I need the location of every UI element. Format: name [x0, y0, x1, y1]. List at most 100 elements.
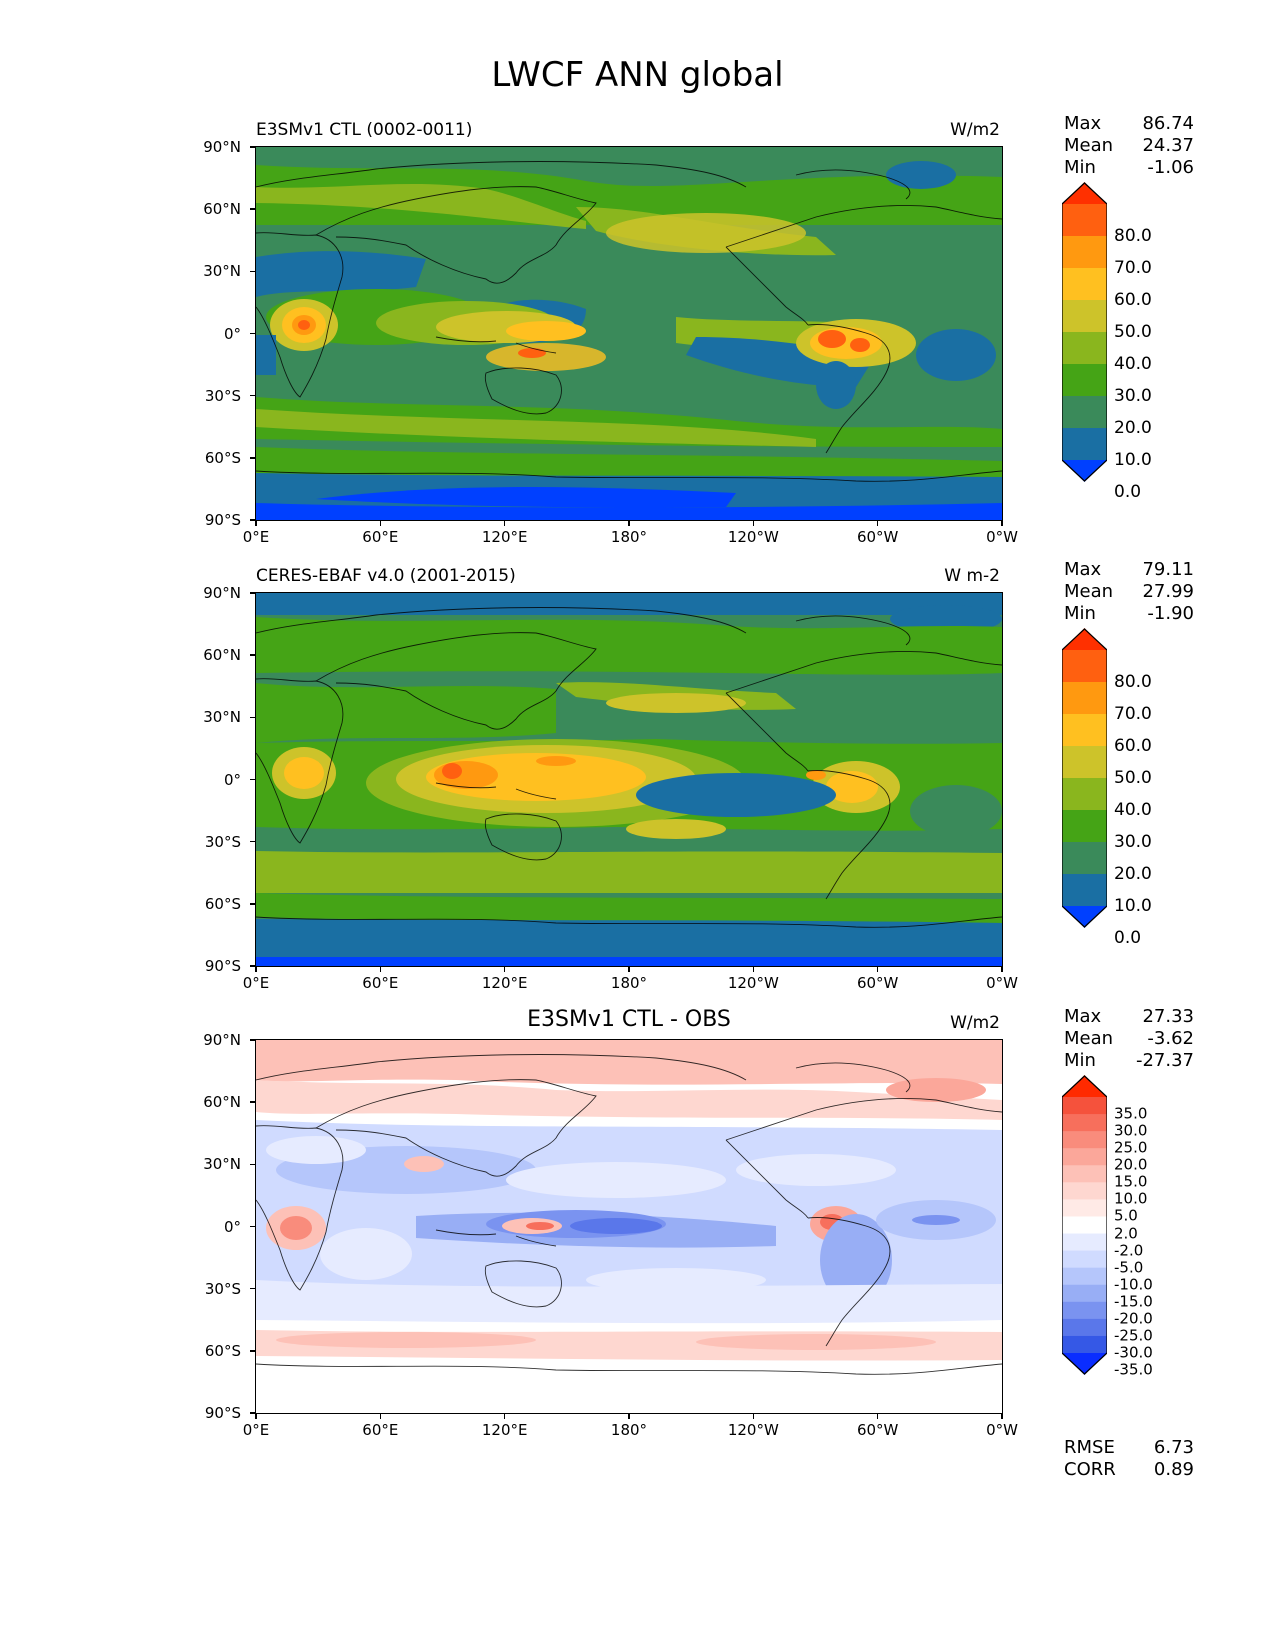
colorbar-label: -15.0 [1114, 1292, 1153, 1311]
map-model [256, 147, 1002, 520]
stat-label: Min [1064, 603, 1096, 624]
colorbar-swatch [1062, 874, 1107, 907]
stat-label: Mean [1064, 135, 1114, 156]
lat-tick-label: 60°N [203, 200, 241, 219]
lon-tick-mark [628, 520, 630, 526]
lat-tick-mark [250, 716, 256, 719]
lon-tick-mark [876, 1413, 879, 1419]
stat-min: Min -27.37 [1064, 1050, 1194, 1072]
stats-box: Max 27.33 Mean -3.62 Min -27.37 [1064, 1006, 1194, 1072]
colorbar-label: 2.0 [1114, 1224, 1138, 1243]
lat-tick-mark [250, 1350, 256, 1352]
stat-value: 79.11 [1142, 559, 1194, 580]
lat-tick-mark [250, 1039, 256, 1041]
lat-tick-label: 0° [223, 1217, 241, 1236]
lat-tick-label: 60°N [203, 646, 241, 665]
panel-units: W/m2 [950, 120, 1000, 140]
colorbar-swatch [1062, 428, 1107, 461]
stat-corr: CORR 0.89 [1064, 1459, 1194, 1481]
colorbar-label: 15.0 [1114, 1172, 1148, 1191]
lat-tick-label: 30°S [204, 832, 241, 851]
lat-tick-label: 60°S [204, 894, 241, 913]
lat-tick-mark [250, 394, 256, 397]
stat-mean: Mean 24.37 [1064, 135, 1194, 157]
lat-tick-label: 90°N [203, 584, 241, 602]
lat-tick-label: 60°S [204, 1341, 241, 1360]
lat-tick-label: 30°N [203, 708, 241, 727]
colorbar-labels: 35.0 30.0 25.0 20.0 15.0 10.0 5.0 2.0 -2.0 -5.0 -1… [1114, 1075, 1194, 1377]
lon-tick-mark [255, 966, 257, 972]
lon-tick-label: 60°W [856, 1421, 899, 1439]
lon-tick-mark [752, 1413, 755, 1419]
stat-value: 27.33 [1142, 1006, 1194, 1027]
colorbar-label: -25.0 [1114, 1326, 1153, 1345]
colorbar-labels: 80.0 70.0 60.0 50.0 40.0 30.0 20.0 10.0 0.0 [1114, 628, 1194, 948]
map-difference-field [256, 1040, 1002, 1413]
lon-tick-mark [379, 966, 382, 972]
colorbar-outline [1062, 182, 1107, 482]
colorbar-swatch [1062, 332, 1107, 365]
map-observation-field [256, 593, 1002, 966]
lat-tick-label: 90°S [204, 1404, 241, 1422]
stat-value: -1.06 [1147, 157, 1194, 178]
colorbar-swatch [1062, 810, 1107, 843]
colorbar-label: 30.0 [1114, 1121, 1148, 1140]
lat-tick-mark [250, 332, 256, 335]
colorbar-swatch [1062, 682, 1107, 715]
lon-tick-label: 0°W [986, 528, 1018, 546]
stat-value: -1.90 [1147, 603, 1194, 624]
stat-label: RMSE [1064, 1437, 1115, 1458]
colorbar-label: 10.0 [1114, 1189, 1148, 1208]
stat-mean: Mean -3.62 [1064, 1028, 1194, 1050]
panel-units: W/m2 [950, 1013, 1000, 1033]
colorbar-label: 60.0 [1114, 290, 1152, 310]
colorbar [1062, 628, 1107, 928]
stat-value: -27.37 [1135, 1050, 1194, 1071]
stat-label: CORR [1064, 1459, 1116, 1480]
colorbar-swatch [1062, 714, 1107, 747]
panel-model: E3SMv1 CTL (0002-0011) W/m2 [0, 113, 1275, 580]
lat-tick-label: 30°N [203, 1155, 241, 1174]
lat-tick-label: 0° [223, 770, 241, 789]
colorbar-swatch [1062, 204, 1107, 237]
stat-label: Min [1064, 1050, 1096, 1071]
lat-tick-mark [250, 1225, 256, 1228]
colorbar-label: 50.0 [1114, 322, 1152, 342]
stat-value: 24.37 [1142, 135, 1194, 156]
lon-tick-mark [1001, 1413, 1003, 1419]
stat-label: Max [1064, 559, 1102, 580]
stat-label: Mean [1064, 1028, 1114, 1049]
colorbar-swatch [1062, 1199, 1107, 1217]
lat-tick-label: 90°S [204, 957, 241, 975]
colorbar-swatch [1062, 746, 1107, 779]
colorbar-swatch [1062, 1267, 1107, 1286]
lon-tick-label: 60°E [362, 974, 399, 992]
colorbar-max-extend [1062, 628, 1107, 650]
map-model-field [256, 147, 1002, 520]
colorbar-label: 10.0 [1114, 450, 1152, 470]
colorbar-label: 30.0 [1114, 832, 1152, 852]
colorbar-swatch [1062, 1148, 1107, 1166]
lon-tick-label: 0°W [986, 974, 1018, 992]
colorbar-outline [1062, 1075, 1107, 1375]
stat-label: Min [1064, 157, 1096, 178]
lon-tick-mark [1001, 520, 1003, 526]
lat-tick-label: 90°N [203, 138, 241, 156]
diff-stats-box: RMSE 6.73 CORR 0.89 [1064, 1437, 1194, 1481]
colorbar-label: 25.0 [1114, 1138, 1148, 1157]
lat-tick-mark [250, 270, 256, 273]
panel-observation: CERES-EBAF v4.0 (2001-2015) W m-2 [0, 559, 1275, 1026]
colorbar-swatch [1062, 1335, 1107, 1354]
lat-tick-mark [250, 146, 256, 148]
lat-tick-mark [250, 592, 256, 594]
colorbar-label: 50.0 [1114, 768, 1152, 788]
lon-tick-mark [628, 1413, 630, 1419]
lon-tick-mark [503, 1413, 506, 1419]
colorbar-swatch [1062, 1284, 1107, 1303]
lat-tick-mark [250, 654, 256, 656]
colorbar-swatch [1062, 1165, 1107, 1183]
lat-tick-mark [250, 1287, 256, 1290]
colorbar-label: 10.0 [1114, 896, 1152, 916]
colorbar-label: -2.0 [1114, 1241, 1144, 1260]
lon-tick-label: 60°E [362, 528, 399, 546]
